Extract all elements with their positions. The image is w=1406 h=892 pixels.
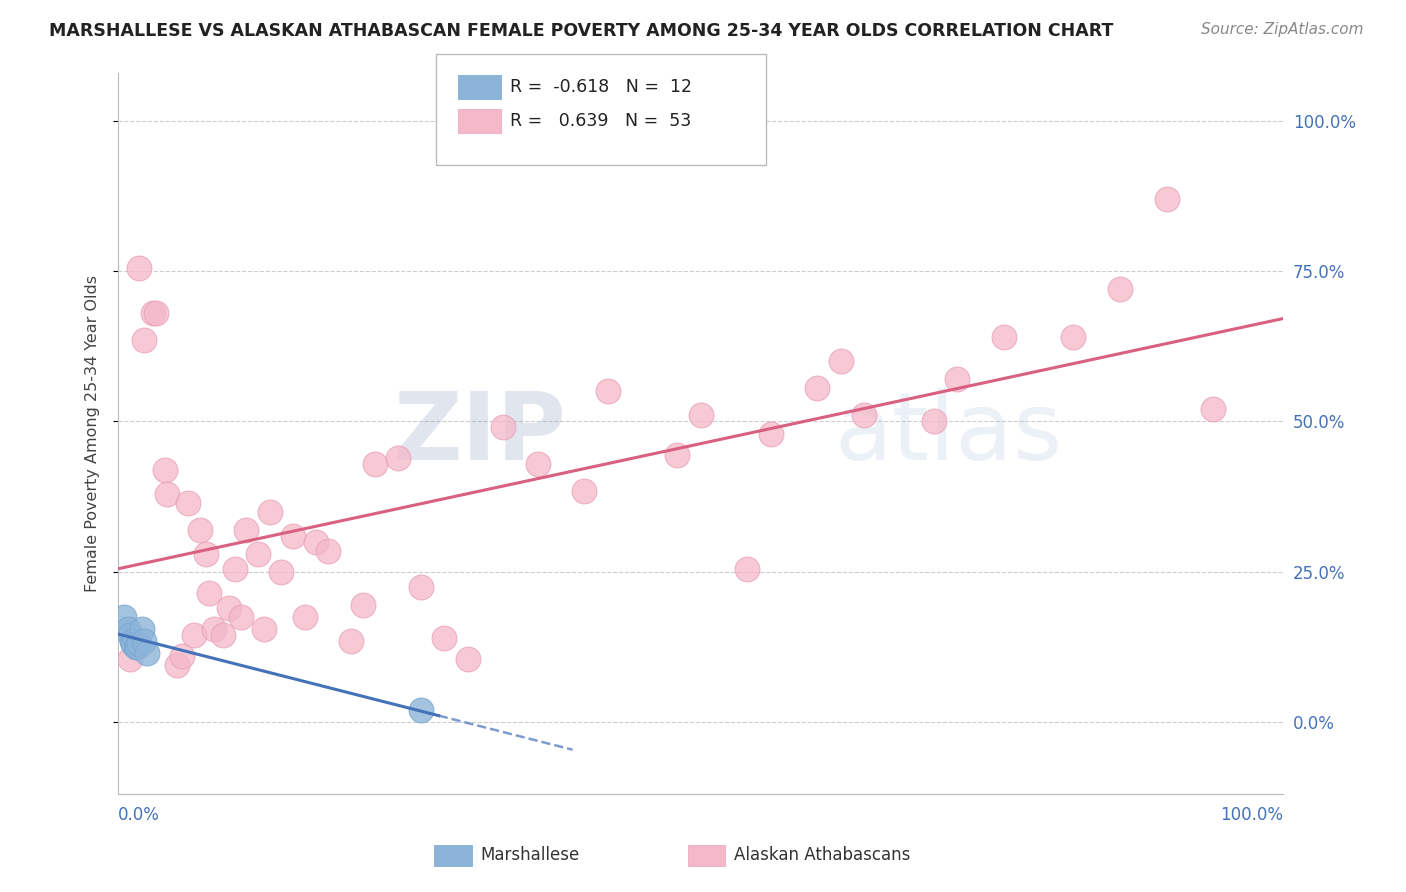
Point (253, 622, 276, 636)
Point (224, 562, 246, 576)
Point (118, 652, 141, 666)
Point (281, 529, 304, 543)
Point (666, 448, 689, 462)
Text: atlas: atlas (835, 387, 1063, 480)
Point (218, 600, 240, 615)
Point (188, 523, 211, 537)
Text: R =   0.639   N =  53: R = 0.639 N = 53 (510, 112, 692, 130)
Point (363, 457, 385, 471)
Point (852, 409, 875, 423)
Point (247, 547, 270, 561)
Point (340, 633, 363, 648)
Point (305, 534, 328, 549)
Point (156, 486, 179, 500)
Point (142, 306, 165, 320)
Point (194, 547, 217, 561)
Point (183, 628, 205, 642)
Point (198, 586, 221, 600)
Point (457, 652, 479, 666)
Point (316, 543, 339, 558)
Point (132, 334, 155, 348)
Text: Alaskan Athabascans: Alaskan Athabascans (734, 846, 910, 863)
Point (132, 633, 155, 648)
Text: 100.0%: 100.0% (1220, 806, 1284, 824)
Point (128, 261, 150, 276)
Point (145, 306, 167, 320)
Point (112, 609, 135, 624)
Point (946, 372, 969, 386)
Point (229, 609, 252, 624)
Point (153, 462, 176, 476)
Point (212, 628, 235, 642)
Point (830, 354, 852, 368)
Point (131, 622, 153, 636)
Point (235, 523, 257, 537)
Point (387, 450, 409, 465)
Point (259, 505, 281, 519)
Y-axis label: Female Poverty Among 25-34 Year Olds: Female Poverty Among 25-34 Year Olds (86, 275, 100, 592)
Point (118, 628, 141, 642)
Point (526, 457, 548, 471)
Point (294, 609, 316, 624)
Point (121, 633, 143, 648)
Point (922, 415, 945, 429)
Point (492, 420, 515, 434)
Point (759, 426, 782, 441)
Point (596, 384, 619, 399)
Point (117, 622, 139, 636)
Point (202, 622, 225, 636)
Point (574, 483, 596, 498)
Point (1156, 192, 1178, 206)
Point (806, 381, 828, 395)
Point (136, 646, 159, 660)
Point (177, 495, 200, 509)
Point (689, 409, 711, 423)
Point (352, 598, 374, 612)
Text: ZIP: ZIP (394, 387, 567, 480)
Text: Marshallese: Marshallese (481, 846, 581, 863)
Point (1109, 282, 1132, 296)
Point (433, 631, 456, 645)
Point (125, 640, 148, 654)
Point (166, 657, 188, 672)
Point (411, 703, 433, 717)
Text: 0.0%: 0.0% (118, 806, 160, 824)
Point (1202, 402, 1225, 417)
Point (172, 648, 194, 663)
Point (270, 565, 292, 579)
Point (737, 562, 759, 576)
Text: Source: ZipAtlas.com: Source: ZipAtlas.com (1201, 22, 1364, 37)
Point (125, 640, 148, 654)
Point (411, 580, 433, 594)
Point (993, 330, 1015, 344)
Point (128, 637, 150, 651)
Point (1062, 330, 1084, 344)
Point (122, 637, 145, 651)
Text: R =  -0.618   N =  12: R = -0.618 N = 12 (510, 78, 692, 96)
Text: MARSHALLESE VS ALASKAN ATHABASCAN FEMALE POVERTY AMONG 25-34 YEAR OLDS CORRELATI: MARSHALLESE VS ALASKAN ATHABASCAN FEMALE… (49, 22, 1114, 40)
